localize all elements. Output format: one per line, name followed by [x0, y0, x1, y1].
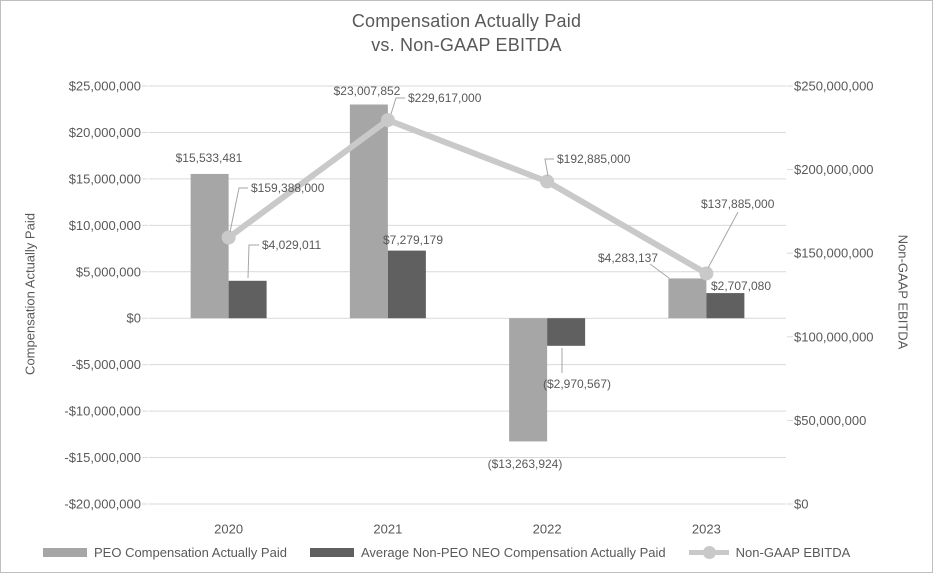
legend: PEO Compensation Actually Paid Average N…	[43, 545, 850, 560]
data-label-leader-line	[707, 211, 739, 269]
y-axis-left-tick-label: $20,000,000	[69, 125, 141, 140]
data-label-ebitda-2022: $192,885,000	[557, 152, 631, 166]
chart-title-line2: vs. Non-GAAP EBITDA	[371, 35, 562, 55]
nonpeo-bar-2021	[387, 250, 426, 319]
data-label-leader-line	[390, 97, 405, 115]
data-label-leader-line	[649, 263, 670, 279]
y-axis-left-tick-label: $0	[127, 311, 141, 326]
legend-item-nonpeo: Average Non-PEO NEO Compensation Actuall…	[309, 545, 666, 560]
ebitda-line	[225, 117, 710, 277]
data-label-leader-line	[229, 187, 248, 233]
data-label-peo-2022: ($13,263,924)	[488, 457, 563, 471]
y-axis-right-tick-label: $200,000,000	[794, 162, 874, 177]
data-label-ebitda-2020: $159,388,000	[251, 181, 325, 195]
y-axis-right-tick-label: $50,000,000	[794, 413, 866, 428]
y-axis-left-tick-label: $25,000,000	[69, 79, 141, 94]
data-label-peo-2020: $15,533,481	[176, 151, 243, 165]
peo-series-swatch	[43, 548, 87, 557]
x-axis-label-2020: 2020	[214, 522, 243, 537]
chart-title: Compensation Actually Paid vs. Non-GAAP …	[1, 9, 932, 57]
nonpeo-bar-2023	[706, 293, 745, 319]
y-axis-left-tick-label: $15,000,000	[69, 171, 141, 186]
ebitda-series-swatch	[688, 546, 729, 559]
legend-label-peo: PEO Compensation Actually Paid	[94, 545, 287, 560]
ebitda-marker-2021	[380, 113, 395, 128]
legend-label-ebitda: Non-GAAP EBITDA	[735, 545, 851, 560]
data-label-nonpeo-2021: $7,279,179	[383, 233, 443, 247]
data-label-peo-2021: $23,007,852	[334, 84, 401, 98]
nonpeo-bar-2020	[228, 280, 267, 319]
y-axis-left-tick-label: $5,000,000	[76, 264, 141, 279]
data-label-ebitda-2021: $229,617,000	[408, 91, 482, 105]
x-axis-label-2021: 2021	[373, 522, 402, 537]
y-axis-right-tick-label: $100,000,000	[794, 329, 874, 344]
y-axis-left-tick-label: -$20,000,000	[64, 497, 141, 512]
legend-label-nonpeo: Average Non-PEO NEO Compensation Actuall…	[360, 545, 666, 560]
nonpeo-bar-2022	[547, 318, 586, 346]
y-axis-left-tick-label: $10,000,000	[69, 218, 141, 233]
y-axis-left-tick-label: -$15,000,000	[64, 450, 141, 465]
peo-bar-2020	[190, 173, 229, 319]
data-label-peo-2023: $4,283,137	[598, 251, 658, 265]
data-label-nonpeo-2020: $4,029,011	[262, 238, 321, 252]
data-label-leader-line	[247, 244, 259, 279]
y-axis-left-tick-label: -$10,000,000	[64, 404, 141, 419]
ebitda-line-swatch-dot	[702, 546, 716, 559]
y-axis-right-tick-label: $0	[794, 497, 808, 512]
chart-title-line1: Compensation Actually Paid	[351, 11, 582, 31]
data-label-nonpeo-2023: $2,707,080	[711, 279, 771, 293]
peo-bar-2022	[509, 318, 548, 442]
x-axis-label-2022: 2022	[533, 522, 562, 537]
data-label-leader-line	[544, 158, 554, 177]
data-label-nonpeo-2022: ($2,970,567)	[543, 377, 611, 391]
nonpeo-series-swatch	[309, 548, 354, 557]
peo-bar-2023	[668, 278, 707, 319]
data-label-ebitda-2023: $137,885,000	[701, 197, 775, 211]
legend-item-ebitda: Non-GAAP EBITDA	[688, 545, 851, 560]
y-axis-left-tick-label: -$5,000,000	[72, 357, 141, 372]
y-axis-right-tick-label: $150,000,000	[794, 246, 874, 261]
ebitda-marker-2022	[540, 174, 555, 189]
ebitda-marker-2023	[699, 266, 714, 281]
ebitda-marker-2020	[221, 230, 236, 245]
legend-item-peo: PEO Compensation Actually Paid	[43, 545, 287, 560]
x-axis-label-2023: 2023	[692, 522, 721, 537]
y-axis-right-tick-label: $250,000,000	[794, 79, 874, 94]
